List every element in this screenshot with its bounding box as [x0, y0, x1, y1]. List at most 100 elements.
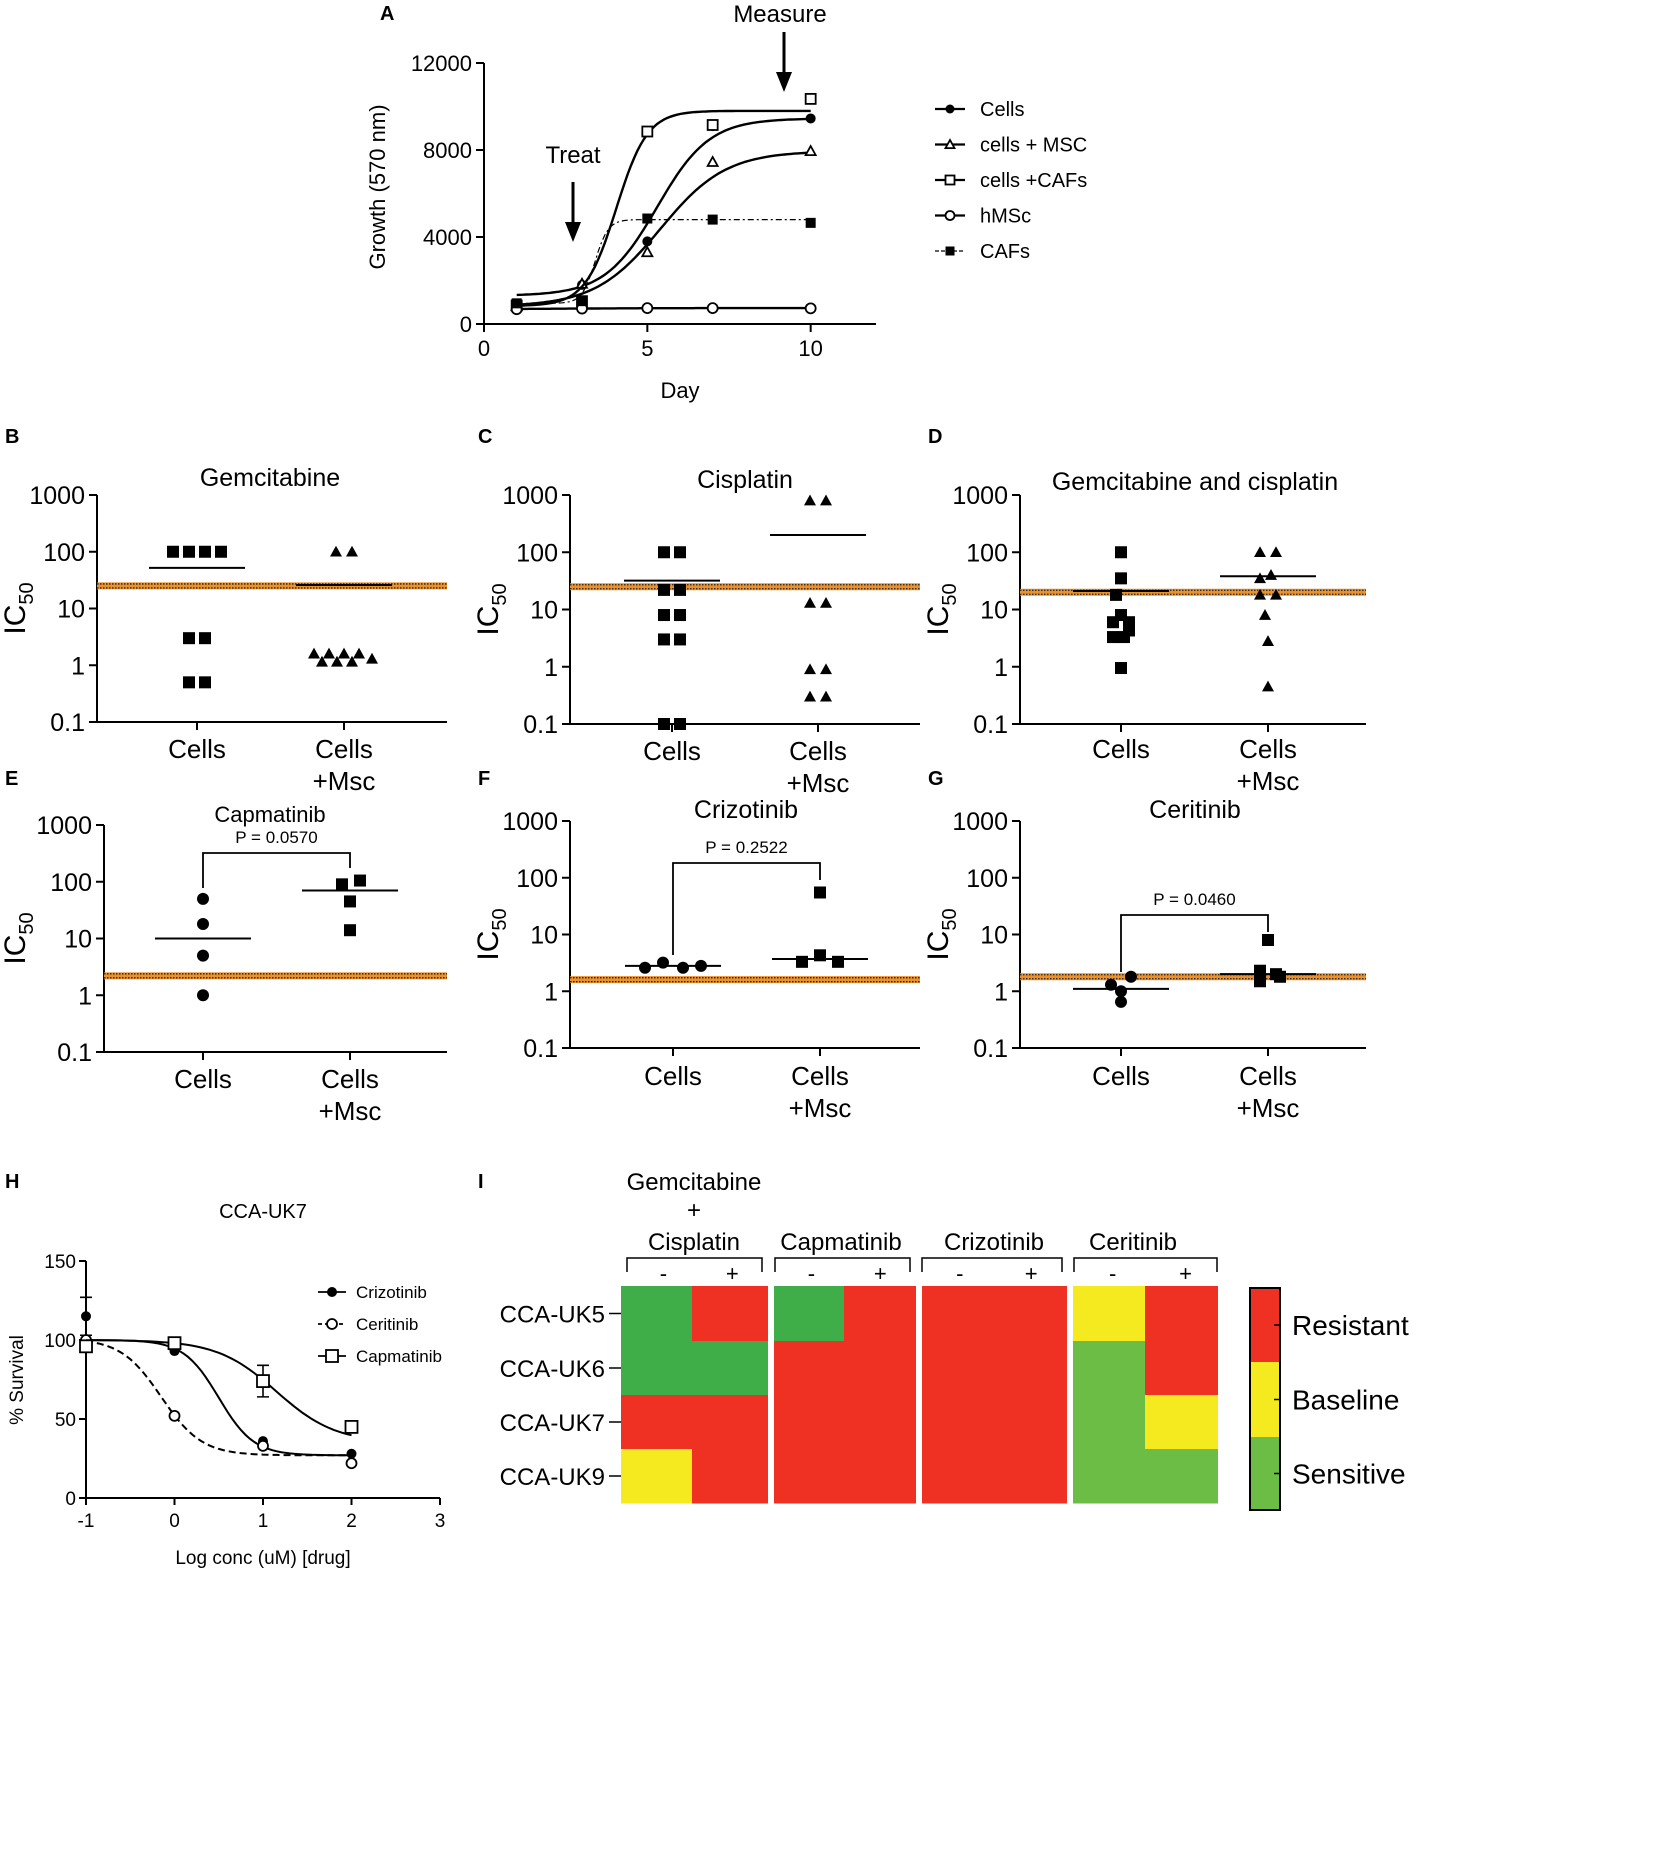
row-label: CCA-UK6 — [500, 1356, 605, 1383]
heatmap-cell — [773, 1286, 845, 1342]
y-tick-label: 0.1 — [57, 1039, 92, 1067]
y-tick-label: 100 — [516, 865, 558, 893]
heatmap-cell — [921, 1395, 992, 1450]
category-label-msc: +Msc — [319, 1096, 382, 1126]
p-value: P = 0.0570 — [235, 828, 317, 847]
data-point — [1262, 680, 1274, 692]
data-point — [330, 545, 342, 557]
measure-annotation: Measure — [733, 1, 826, 28]
chart-title: Ceritinib — [1149, 796, 1241, 824]
plus-label: + — [1179, 1261, 1192, 1286]
ic-text: IC — [922, 606, 955, 636]
category-label-cells-msc: Cells — [1239, 734, 1297, 764]
legend-label: Crizotinib — [356, 1283, 427, 1302]
heatmap-cell — [621, 1449, 693, 1504]
legend-marker — [326, 1318, 338, 1330]
group-separator — [1067, 1280, 1073, 1510]
y-tick-label: 10 — [64, 926, 92, 954]
significance-bracket — [672, 862, 821, 955]
data-point — [256, 1374, 270, 1388]
minus-label: - — [660, 1261, 667, 1286]
data-point — [336, 878, 348, 891]
data-point — [344, 895, 356, 908]
data-point — [796, 955, 808, 968]
panel-label-h: H — [5, 1171, 19, 1193]
heatmap-cell — [991, 1449, 1072, 1504]
y-tick-label: 150 — [44, 1252, 76, 1273]
data-point — [1107, 631, 1119, 644]
heatmap-cell — [1072, 1341, 1146, 1396]
data-point — [167, 1336, 182, 1351]
x-axis-label: Day — [660, 378, 699, 403]
y-axis-label: IC50 — [0, 912, 38, 964]
category-label-msc: +Msc — [1237, 1093, 1300, 1123]
data-point — [183, 676, 195, 689]
plus-label: + — [1025, 1261, 1038, 1286]
group-bracket — [774, 1257, 911, 1272]
data-point — [820, 494, 832, 506]
heatmap-cell — [921, 1341, 992, 1396]
y-tick-label: 10 — [980, 597, 1008, 625]
ic-text: IC — [472, 931, 505, 961]
drug-header-line-1: Gemcitabine — [627, 1169, 762, 1196]
legend-marker — [943, 138, 957, 150]
chart-title: Capmatinib — [214, 802, 325, 827]
heatmap-cell — [1145, 1449, 1218, 1504]
panel-label-g: G — [928, 768, 944, 790]
treat-annotation: Treat — [545, 142, 600, 169]
data-point — [1105, 978, 1117, 991]
y-tick-label: 1 — [994, 654, 1008, 682]
y-tick-label: 1000 — [952, 808, 1008, 836]
panel-h-dose-response: H CCA-UK7 Log conc (uM) [drug] % Surviva… — [5, 1171, 445, 1568]
data-point — [805, 217, 816, 228]
data-point — [344, 924, 356, 937]
data-point — [674, 633, 686, 646]
data-point — [215, 545, 227, 558]
heatmap-cell — [844, 1395, 921, 1450]
y-tick-label: 1 — [544, 654, 558, 682]
ic-subscript: 50 — [939, 908, 961, 930]
data-point — [820, 663, 832, 675]
data-point — [1118, 631, 1130, 644]
y-tick-label: 12000 — [411, 51, 472, 76]
data-point — [707, 214, 718, 225]
y-tick-label: 4000 — [423, 225, 472, 250]
data-point — [1262, 635, 1274, 646]
fit-curve-cells---msc — [516, 151, 811, 306]
data-point — [183, 545, 195, 558]
data-point — [804, 596, 816, 608]
category-label-cells-msc: Cells — [791, 1061, 849, 1091]
y-tick-label: 8000 — [423, 138, 472, 163]
y-tick-label: 1000 — [502, 808, 558, 836]
data-point — [674, 609, 686, 622]
y-tick-label: 100 — [966, 539, 1008, 567]
heatmap-cell — [1072, 1286, 1146, 1342]
legend-marker — [945, 104, 955, 114]
drug-header-line-2: + — [687, 1197, 701, 1224]
data-point — [1115, 546, 1127, 559]
panel-d-gemcitabine-cisplatin: D Gemcitabine and cisplatin 0.1 1 10 100 100… — [922, 426, 1366, 796]
y-tick-label: 100 — [44, 1331, 76, 1352]
chart-title: CCA-UK7 — [219, 1201, 307, 1223]
y-tick-label: 100 — [50, 869, 92, 897]
data-point — [79, 1339, 93, 1354]
data-point — [804, 92, 817, 105]
category-label-cells-msc: Cells — [789, 736, 847, 766]
y-tick-label: 10 — [530, 597, 558, 625]
heatmap-cell — [621, 1286, 693, 1342]
data-point — [331, 655, 343, 667]
y-axis-label: % Survival — [7, 1335, 28, 1425]
x-tick-label: 3 — [435, 1511, 446, 1532]
x-tick-label: 0 — [478, 336, 490, 361]
ic-subscript: 50 — [16, 912, 38, 934]
heatmap-cell — [1072, 1449, 1146, 1504]
heatmap-cell — [844, 1286, 921, 1342]
chart-title: Gemcitabine and cisplatin — [1052, 468, 1338, 496]
data-point — [199, 632, 211, 645]
figure: A Measure Treat Day Growth (570 nm) 0 400… — [0, 1, 1409, 1568]
data-point — [197, 989, 209, 1002]
group-bracket — [1073, 1257, 1218, 1272]
data-point — [677, 961, 689, 974]
minus-label: - — [808, 1261, 815, 1286]
y-tick-label: 50 — [55, 1410, 76, 1431]
